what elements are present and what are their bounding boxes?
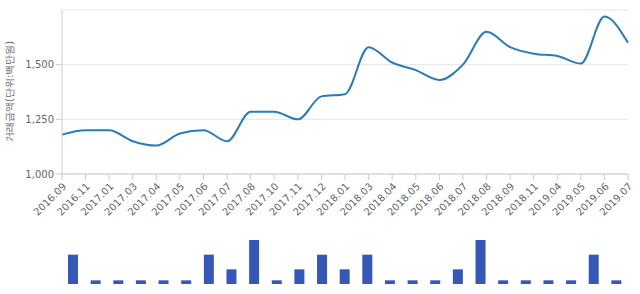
svg-text:2017.12: 2017.12 — [290, 180, 328, 218]
svg-text:1,500: 1,500 — [25, 59, 54, 70]
svg-text:2018.01: 2018.01 — [314, 180, 352, 218]
svg-text:2017.06: 2017.06 — [172, 180, 210, 218]
svg-text:거래금액(단위:백만원): 거래금액(단위:백만원) — [8, 41, 15, 142]
svg-text:1,250: 1,250 — [25, 114, 54, 125]
svg-text:2017.03: 2017.03 — [102, 180, 140, 218]
svg-text:2018.09: 2018.09 — [479, 180, 517, 218]
svg-text:2017.07: 2017.07 — [196, 180, 234, 218]
svg-text:2017.11: 2017.11 — [267, 180, 305, 218]
svg-text:2016.09: 2016.09 — [31, 180, 69, 218]
svg-text:2019.05: 2019.05 — [550, 180, 588, 218]
svg-text:2016.11: 2016.11 — [55, 180, 92, 218]
svg-text:2018.07: 2018.07 — [432, 180, 470, 218]
svg-text:2017.08: 2017.08 — [220, 180, 258, 218]
svg-text:2018.05: 2018.05 — [385, 180, 423, 218]
svg-text:2017.01: 2017.01 — [78, 180, 116, 218]
svg-text:2019.06: 2019.06 — [573, 180, 611, 218]
svg-text:2017.04: 2017.04 — [125, 180, 163, 218]
svg-text:2018.06: 2018.06 — [408, 180, 446, 218]
svg-text:2017.10: 2017.10 — [243, 180, 281, 218]
svg-text:2018.08: 2018.08 — [455, 180, 493, 218]
svg-text:1,000: 1,000 — [25, 169, 54, 180]
svg-text:2017.05: 2017.05 — [149, 180, 187, 218]
svg-text:2018.11: 2018.11 — [503, 180, 541, 218]
svg-text:2018.03: 2018.03 — [338, 180, 375, 218]
svg-text:2019.04: 2019.04 — [526, 180, 564, 218]
svg-text:2018.04: 2018.04 — [361, 180, 399, 218]
svg-text:2019.07: 2019.07 — [597, 181, 632, 218]
